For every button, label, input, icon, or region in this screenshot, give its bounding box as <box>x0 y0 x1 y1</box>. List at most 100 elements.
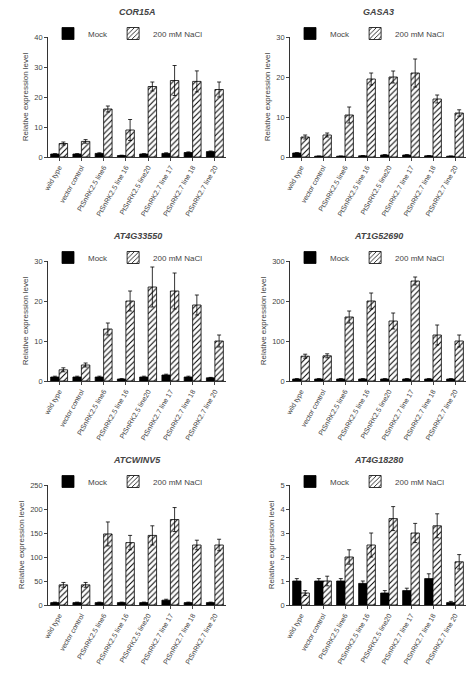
svg-text:200 mM NaCl: 200 mM NaCl <box>153 254 202 263</box>
svg-text:200 mM NaCl: 200 mM NaCl <box>395 478 444 487</box>
svg-text:100: 100 <box>30 553 43 562</box>
svg-text:10: 10 <box>276 113 284 122</box>
svg-text:100: 100 <box>272 337 285 346</box>
svg-text:30: 30 <box>34 63 42 72</box>
svg-text:Relative expression level: Relative expression level <box>259 277 268 366</box>
svg-text:PtSnRK2.5 line 16: PtSnRK2.5 line 16 <box>95 388 130 441</box>
svg-text:0: 0 <box>281 153 285 162</box>
svg-text:0: 0 <box>281 601 285 610</box>
svg-text:PtSnRK2.5 line 16: PtSnRK2.5 line 16 <box>336 612 371 665</box>
svg-text:PtSnRK2.5 line20: PtSnRK2.5 line20 <box>359 612 393 663</box>
svg-text:vector control: vector control <box>300 164 327 204</box>
svg-text:PtSnRK2.5 line6: PtSnRK2.5 line6 <box>317 164 349 212</box>
svg-text:ATCWINV5: ATCWINV5 <box>113 455 161 465</box>
svg-text:Relative expression level: Relative expression level <box>21 277 30 366</box>
svg-text:Mock: Mock <box>88 30 108 39</box>
svg-text:PtSnRK2.7 line 18: PtSnRK2.7 line 18 <box>402 164 437 217</box>
svg-text:vector control: vector control <box>300 388 327 428</box>
svg-text:PtSnRK2.7 line 18: PtSnRK2.7 line 18 <box>162 612 197 665</box>
svg-text:PtSnRK2.5 line20: PtSnRK2.5 line20 <box>118 164 152 215</box>
svg-text:PtSnRK2.5 line 16: PtSnRK2.5 line 16 <box>336 164 371 217</box>
svg-text:Relative expression level: Relative expression level <box>267 501 276 590</box>
svg-text:30: 30 <box>276 33 284 42</box>
svg-text:300: 300 <box>272 257 285 266</box>
svg-text:Mock: Mock <box>88 478 108 487</box>
svg-text:vector control: vector control <box>58 388 85 428</box>
svg-text:Mock: Mock <box>330 30 350 39</box>
svg-text:PtSnRK2.7 line 20: PtSnRK2.7 line 20 <box>184 164 219 217</box>
svg-text:5: 5 <box>281 481 285 490</box>
svg-text:PtSnRK2.5 line6: PtSnRK2.5 line6 <box>76 164 108 212</box>
svg-text:PtSnRK2.5 line 16: PtSnRK2.5 line 16 <box>336 388 371 441</box>
svg-text:Relative expression level: Relative expression level <box>17 501 26 590</box>
svg-text:PtSnRK2.5 line6: PtSnRK2.5 line6 <box>317 612 349 660</box>
svg-text:20: 20 <box>34 297 42 306</box>
svg-text:10: 10 <box>34 123 42 132</box>
svg-text:PtSnRK2.7 line 20: PtSnRK2.7 line 20 <box>184 388 219 441</box>
svg-text:250: 250 <box>30 481 43 490</box>
svg-text:200 mM NaCl: 200 mM NaCl <box>395 30 444 39</box>
svg-text:PtSnRK2.5 line6: PtSnRK2.5 line6 <box>317 388 349 436</box>
svg-text:40: 40 <box>34 33 42 42</box>
svg-text:0: 0 <box>39 153 43 162</box>
svg-text:200: 200 <box>272 297 285 306</box>
svg-text:50: 50 <box>34 577 42 586</box>
svg-text:Mock: Mock <box>330 254 350 263</box>
svg-text:PtSnRK2.7 line 17: PtSnRK2.7 line 17 <box>380 388 415 441</box>
svg-text:Relative expression level: Relative expression level <box>21 53 30 142</box>
svg-text:PtSnRK2.7 line 17: PtSnRK2.7 line 17 <box>140 612 175 665</box>
svg-text:PtSnRK2.7 line 17: PtSnRK2.7 line 17 <box>380 612 415 665</box>
svg-text:2: 2 <box>281 553 285 562</box>
svg-text:PtSnRK2.7 line 20: PtSnRK2.7 line 20 <box>424 164 459 217</box>
svg-text:wild type: wild type <box>285 388 306 417</box>
svg-text:wild type: wild type <box>285 612 306 641</box>
svg-text:PtSnRK2.5 line20: PtSnRK2.5 line20 <box>359 164 393 215</box>
svg-text:200 mM NaCl: 200 mM NaCl <box>395 254 444 263</box>
svg-text:wild type: wild type <box>43 388 64 417</box>
svg-text:Mock: Mock <box>88 254 108 263</box>
svg-text:PtSnRK2.5 line 16: PtSnRK2.5 line 16 <box>95 164 130 217</box>
svg-text:PtSnRK2.5 line6: PtSnRK2.5 line6 <box>76 388 108 436</box>
svg-text:PtSnRK2.7 line 20: PtSnRK2.7 line 20 <box>424 388 459 441</box>
svg-text:Mock: Mock <box>330 478 350 487</box>
svg-text:PtSnRK2.5 line 16: PtSnRK2.5 line 16 <box>95 612 130 665</box>
svg-text:1: 1 <box>281 577 285 586</box>
svg-text:PtSnRK2.7 line 18: PtSnRK2.7 line 18 <box>162 164 197 217</box>
svg-text:PtSnRK2.7 line 18: PtSnRK2.7 line 18 <box>402 388 437 441</box>
svg-text:AT4G33550: AT4G33550 <box>113 231 162 241</box>
svg-text:20: 20 <box>276 73 284 82</box>
svg-text:PtSnRK2.5 line20: PtSnRK2.5 line20 <box>359 388 393 439</box>
svg-text:30: 30 <box>34 257 42 266</box>
svg-text:AT4G18280: AT4G18280 <box>354 455 403 465</box>
svg-text:wild type: wild type <box>43 164 64 193</box>
svg-text:4: 4 <box>281 505 285 514</box>
svg-text:PtSnRK2.7 line 17: PtSnRK2.7 line 17 <box>140 388 175 441</box>
svg-text:0: 0 <box>39 601 43 610</box>
svg-text:PtSnRK2.5 line20: PtSnRK2.5 line20 <box>118 612 152 663</box>
svg-text:0: 0 <box>39 377 43 386</box>
svg-text:20: 20 <box>34 93 42 102</box>
svg-text:PtSnRK2.7 line 17: PtSnRK2.7 line 17 <box>140 164 175 217</box>
svg-text:PtSnRK2.7 line 17: PtSnRK2.7 line 17 <box>380 164 415 217</box>
svg-text:PtSnRK2.7 line 20: PtSnRK2.7 line 20 <box>424 612 459 665</box>
svg-text:vector control: vector control <box>300 612 327 652</box>
svg-text:200 mM NaCl: 200 mM NaCl <box>153 478 202 487</box>
svg-text:PtSnRK2.5 line6: PtSnRK2.5 line6 <box>76 612 108 660</box>
svg-text:10: 10 <box>34 337 42 346</box>
svg-text:PtSnRK2.7 line 18: PtSnRK2.7 line 18 <box>162 388 197 441</box>
svg-text:3: 3 <box>281 529 285 538</box>
svg-text:200 mM NaCl: 200 mM NaCl <box>153 30 202 39</box>
svg-text:200: 200 <box>30 505 43 514</box>
svg-text:GASA3: GASA3 <box>363 7 394 17</box>
svg-text:wild type: wild type <box>43 612 64 641</box>
svg-text:0: 0 <box>281 377 285 386</box>
svg-text:wild type: wild type <box>285 164 306 193</box>
svg-text:PtSnRK2.5 line20: PtSnRK2.5 line20 <box>118 388 152 439</box>
svg-text:PtSnRK2.7 line 18: PtSnRK2.7 line 18 <box>402 612 437 665</box>
svg-text:vector control: vector control <box>58 612 85 652</box>
svg-text:COR15A: COR15A <box>119 7 156 17</box>
svg-text:Relative expression level: Relative expression level <box>263 53 272 142</box>
svg-text:150: 150 <box>30 529 43 538</box>
svg-text:PtSnRK2.7 line 20: PtSnRK2.7 line 20 <box>184 612 219 665</box>
svg-text:AT1G52690: AT1G52690 <box>354 231 403 241</box>
